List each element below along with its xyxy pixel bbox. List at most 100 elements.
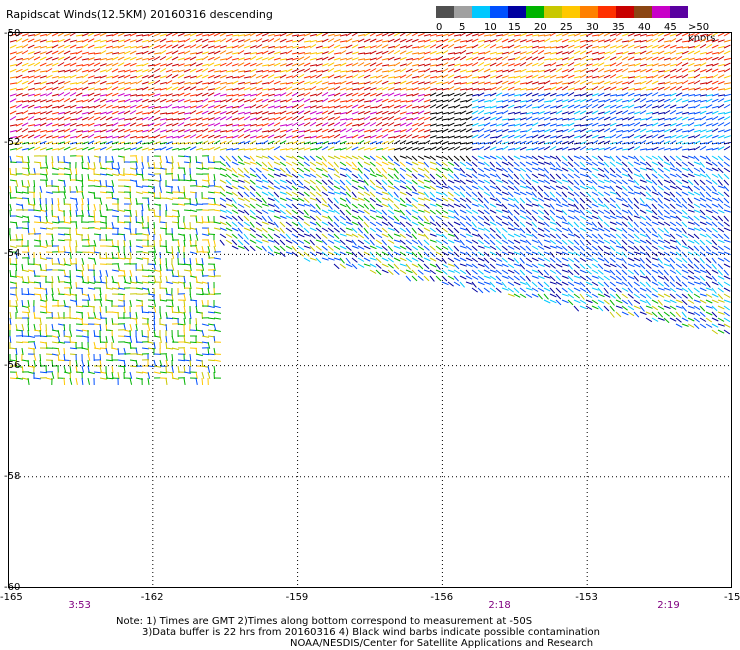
- wind-barb: [669, 245, 677, 250]
- wind-barb: [399, 257, 407, 262]
- wind-barb: [567, 122, 575, 127]
- wind-barb: [543, 257, 551, 262]
- wind-barb: [555, 233, 562, 240]
- wind-barb: [237, 191, 244, 198]
- wind-barb: [585, 221, 593, 226]
- wind-barb: [189, 146, 197, 151]
- wind-barb: [465, 179, 473, 183]
- wind-barb: [273, 51, 281, 55]
- wind-barb: [435, 44, 443, 49]
- wind-barb: [651, 287, 658, 293]
- wind-barb: [75, 130, 83, 133]
- wind-barb: [609, 173, 617, 178]
- wind-barb: [627, 257, 635, 262]
- wind-barb: [297, 191, 305, 197]
- wind-barb: [723, 99, 731, 103]
- wind-barb: [549, 221, 557, 225]
- wind-barb: [381, 50, 389, 55]
- wind-barb: [507, 191, 514, 198]
- wind-barb: [615, 191, 622, 198]
- wind-barb: [267, 99, 275, 103]
- wind-barb: [681, 32, 689, 37]
- wind-barb: [423, 33, 431, 37]
- wind-barb: [663, 104, 671, 109]
- wind-barb: [417, 122, 425, 127]
- wind-barb: [387, 49, 395, 55]
- wind-barb: [219, 185, 226, 192]
- wind-barb: [435, 146, 443, 151]
- legend-label: 5: [459, 22, 466, 33]
- wind-barb: [99, 161, 103, 169]
- wind-barb: [393, 263, 400, 270]
- wind-barb: [537, 185, 544, 192]
- wind-barb: [663, 155, 670, 162]
- wind-barb: [675, 140, 683, 145]
- wind-barb: [519, 82, 527, 85]
- wind-barb: [51, 128, 59, 133]
- wind-barb: [543, 141, 551, 145]
- wind-barb: [705, 209, 713, 214]
- wind-barb: [435, 34, 443, 37]
- wind-barb: [663, 173, 670, 179]
- wind-barb: [303, 197, 310, 203]
- wind-barb: [255, 92, 263, 97]
- wind-barb: [183, 129, 191, 133]
- wind-barb: [147, 148, 155, 151]
- wind-barb: [543, 116, 551, 121]
- wind-barb: [411, 93, 419, 97]
- wind-barb: [195, 58, 203, 61]
- wind-barb: [441, 227, 448, 233]
- wind-barb: [135, 129, 143, 133]
- wind-barb: [633, 105, 641, 109]
- wind-barb: [165, 215, 174, 218]
- wind-barb: [237, 161, 245, 165]
- wind-barb: [423, 99, 431, 103]
- wind-barb: [339, 140, 347, 145]
- wind-barb: [309, 221, 317, 226]
- wind-barb: [297, 130, 305, 133]
- wind-barb: [717, 167, 724, 174]
- wind-barb: [483, 106, 491, 109]
- wind-barb: [489, 75, 497, 79]
- wind-barb: [615, 87, 623, 91]
- wind-barb: [27, 56, 35, 61]
- wind-barb: [429, 269, 436, 275]
- wind-barb: [105, 287, 113, 290]
- wind-barb: [429, 227, 436, 233]
- wind-barb: [621, 142, 629, 145]
- wind-barb: [627, 128, 635, 133]
- wind-barb: [513, 251, 521, 255]
- wind-barb: [627, 209, 633, 216]
- wind-barb: [339, 135, 347, 139]
- wind-barb: [621, 136, 629, 139]
- wind-barb: [543, 185, 551, 190]
- wind-barb: [513, 94, 521, 97]
- wind-barb: [117, 51, 125, 55]
- wind-barb: [651, 179, 658, 186]
- wind-barb: [579, 197, 586, 204]
- wind-barb: [477, 161, 485, 165]
- wind-barb: [99, 44, 107, 49]
- wind-barb: [363, 191, 371, 197]
- wind-barb: [207, 281, 210, 290]
- wind-barb: [111, 135, 119, 139]
- wind-barb: [99, 94, 107, 97]
- wind-barb: [681, 73, 689, 79]
- wind-barb: [159, 129, 167, 133]
- wind-barb: [255, 128, 263, 133]
- wind-barb: [645, 263, 652, 269]
- wind-barb: [279, 179, 287, 184]
- wind-barb: [267, 56, 275, 61]
- wind-barb: [591, 239, 599, 244]
- wind-barb: [561, 135, 569, 139]
- wind-barb: [81, 130, 89, 133]
- wind-barb: [255, 56, 263, 61]
- wind-barb: [711, 161, 718, 167]
- wind-barb: [381, 245, 388, 251]
- wind-barb: [243, 173, 251, 179]
- wind-barb: [717, 112, 725, 115]
- wind-barb: [243, 106, 251, 109]
- wind-barb: [669, 191, 676, 198]
- wind-barb: [357, 173, 363, 180]
- wind-barb: [405, 100, 413, 103]
